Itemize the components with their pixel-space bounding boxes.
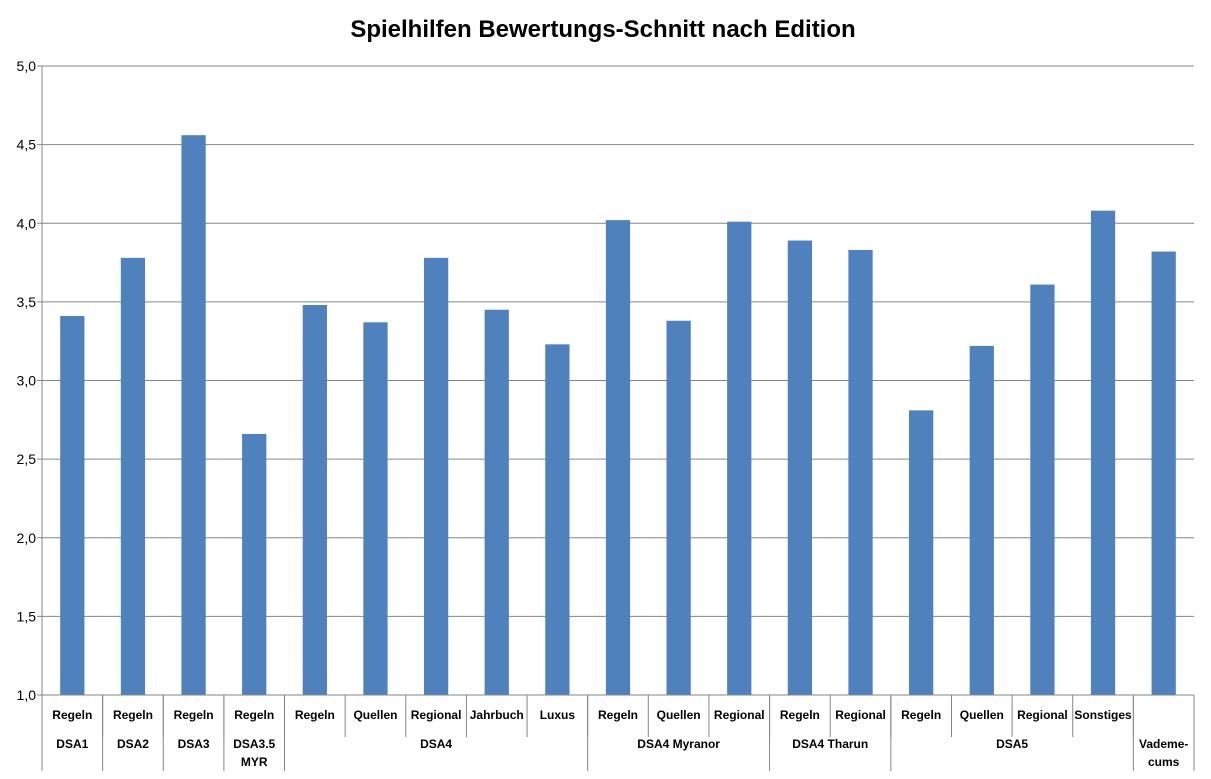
category-label: Quellen xyxy=(353,708,397,722)
group-label: MYR xyxy=(241,755,268,769)
bar xyxy=(120,257,146,695)
y-tick-label: 2,5 xyxy=(17,451,37,467)
group-label: DSA4 xyxy=(420,737,452,751)
category-label: Regeln xyxy=(174,708,214,722)
category-labels: Regeln Regeln Regeln Regeln Regeln Quellen Reg… xyxy=(52,708,1132,722)
category-label: Quellen xyxy=(657,708,701,722)
group-label: DSA4 Tharun xyxy=(792,737,868,751)
category-label: Regeln xyxy=(901,708,941,722)
group-label: DSA3 xyxy=(178,737,210,751)
category-label: Regeln xyxy=(113,708,153,722)
chart-title: Spielhilfen Bewertungs-Schnitt nach Edit… xyxy=(350,16,855,43)
bar xyxy=(484,309,509,695)
category-label: Regional xyxy=(714,708,765,722)
group-label: DSA3.5 xyxy=(233,737,275,751)
category-label: Jahrbuch xyxy=(470,708,524,722)
category-label: Regeln xyxy=(780,708,820,722)
group-label: DSA5 xyxy=(996,737,1028,751)
category-label: Regional xyxy=(1017,708,1068,722)
y-tick-label: 2,0 xyxy=(17,530,37,546)
category-label: Regeln xyxy=(234,708,274,722)
y-axis-ticks: 1,0 1,5 2,0 2,5 3,0 3,5 4,0 4,5 5,0 xyxy=(17,58,37,703)
x-axis xyxy=(41,694,1195,771)
category-label: Regeln xyxy=(598,708,638,722)
bar xyxy=(787,240,813,696)
category-label: Sonstiges xyxy=(1074,708,1132,722)
y-tick-label: 3,0 xyxy=(17,373,37,389)
y-tick-label: 4,0 xyxy=(17,215,37,231)
bar xyxy=(181,135,206,695)
bar xyxy=(302,305,327,695)
bars xyxy=(60,135,1176,696)
bar xyxy=(423,257,449,695)
y-tick-label: 3,5 xyxy=(17,294,37,310)
category-label: Regional xyxy=(835,708,886,722)
group-label: DSA4 Myranor xyxy=(637,737,720,751)
category-label: Regeln xyxy=(52,708,92,722)
bar xyxy=(605,220,631,696)
bar xyxy=(60,316,85,695)
group-label: DSA1 xyxy=(56,737,88,751)
category-label: Regeln xyxy=(295,708,335,722)
bar xyxy=(363,322,388,695)
bar xyxy=(242,433,267,695)
bar xyxy=(909,410,934,695)
bar xyxy=(848,249,873,696)
bar xyxy=(1030,284,1055,695)
y-tick-label: 4,5 xyxy=(17,137,37,153)
bar xyxy=(666,320,691,695)
bar xyxy=(727,221,752,696)
category-label: Luxus xyxy=(540,708,576,722)
y-tick-label: 1,5 xyxy=(17,608,37,624)
category-label: Regional xyxy=(411,708,462,722)
bar xyxy=(1151,251,1176,695)
bar xyxy=(545,344,570,695)
group-label: Vademe- xyxy=(1139,737,1188,751)
bar xyxy=(1090,210,1116,696)
bar xyxy=(969,345,994,695)
y-tick-label: 5,0 xyxy=(17,58,37,74)
y-tick-label: 1,0 xyxy=(17,687,37,703)
group-label: DSA2 xyxy=(117,737,149,751)
category-label: Quellen xyxy=(960,708,1004,722)
group-labels: DSA1 DSA2 DSA3 DSA3.5 MYR DSA4 DSA4 Myranor DSA… xyxy=(56,737,1188,769)
group-label: cums xyxy=(1148,755,1180,769)
